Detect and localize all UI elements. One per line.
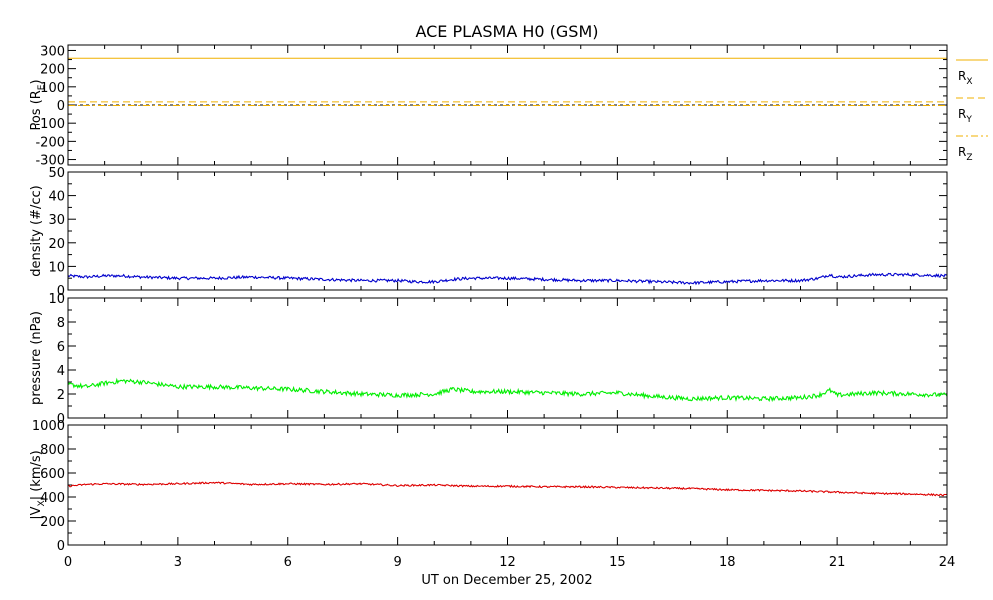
- x-tick-label: 18: [719, 555, 736, 570]
- series-pressure: [67, 377, 948, 403]
- x-axis-tick-labels: 0 3 6 9 12 15 18 21 24: [64, 555, 955, 570]
- y-tick-label: 600: [40, 467, 65, 482]
- x-tick-label: 24: [939, 555, 956, 570]
- y-tick-label: 200: [40, 515, 65, 530]
- y-axis-label: Pos (RE): [29, 79, 47, 130]
- legend-label-RX: RX: [958, 69, 973, 87]
- y-tick-label: 4: [57, 364, 65, 379]
- y-tick-label: 20: [48, 237, 65, 252]
- y-tick-label: 0: [57, 284, 65, 299]
- panel-vx: 0 200 400 600 800 1000 |VX| (km/s): [29, 419, 948, 554]
- x-axis-label: UT on December 25, 2002: [421, 573, 592, 588]
- legend-label-RY: RY: [958, 107, 972, 125]
- y-tick-label: 50: [48, 166, 65, 181]
- y-tick-label: 800: [40, 443, 65, 458]
- y-tick-label: 30: [48, 213, 65, 228]
- y-tick-label: 2: [57, 388, 65, 403]
- y-tick-label: 300: [40, 44, 65, 59]
- y-tick-label: 8: [57, 316, 65, 331]
- y-tick-label: 400: [40, 491, 65, 506]
- x-tick-label: 9: [393, 555, 401, 570]
- panel-frame: [67, 171, 948, 291]
- chart-title: ACE PLASMA H0 (GSM): [415, 22, 598, 41]
- y-tick-label: -100: [35, 117, 65, 132]
- y-tick-label: 6: [57, 340, 65, 355]
- x-tick-label: 6: [284, 555, 292, 570]
- y-tick-label: 0: [57, 539, 65, 554]
- x-tick-label: 3: [174, 555, 182, 570]
- y-axis-label: |VX| (km/s): [29, 450, 47, 519]
- y-tick-label: 10: [48, 292, 65, 307]
- y-tick-label: 0: [57, 412, 65, 427]
- y-axis-label: density (#/cc): [29, 185, 44, 277]
- y-tick-label: 200: [40, 63, 65, 78]
- series-density: [67, 272, 948, 286]
- y-tick-label: 100: [40, 81, 65, 96]
- y-tick-label: 0: [57, 99, 65, 114]
- y-tick-label: 10: [48, 260, 65, 275]
- series-Vx: [68, 481, 948, 497]
- panel-pressure: 0 2 4 6 8 10 pressure (nPa): [29, 292, 948, 427]
- panel-frame: [67, 44, 948, 166]
- legend-label-RZ: RZ: [958, 145, 973, 163]
- y-tick-label: 40: [48, 190, 65, 205]
- x-tick-label: 0: [64, 555, 72, 570]
- panel-frame: [67, 297, 948, 419]
- panel-density: 0 10 20 30 40 50 density (#/cc): [29, 166, 948, 299]
- y-axis-label: pressure (nPa): [29, 311, 44, 405]
- x-tick-label: 12: [499, 555, 516, 570]
- panel-frame: [67, 424, 948, 546]
- x-tick-label: 15: [609, 555, 626, 570]
- y-tick-label: 1000: [32, 419, 65, 434]
- y-tick-label: -200: [35, 135, 65, 150]
- y-tick-label: -300: [35, 154, 65, 169]
- legend: RX RY RZ: [956, 59, 988, 163]
- panel-pos: -300 -200 -100 0 100 200 300 Pos (RE): [29, 44, 948, 169]
- x-tick-label: 21: [829, 555, 846, 570]
